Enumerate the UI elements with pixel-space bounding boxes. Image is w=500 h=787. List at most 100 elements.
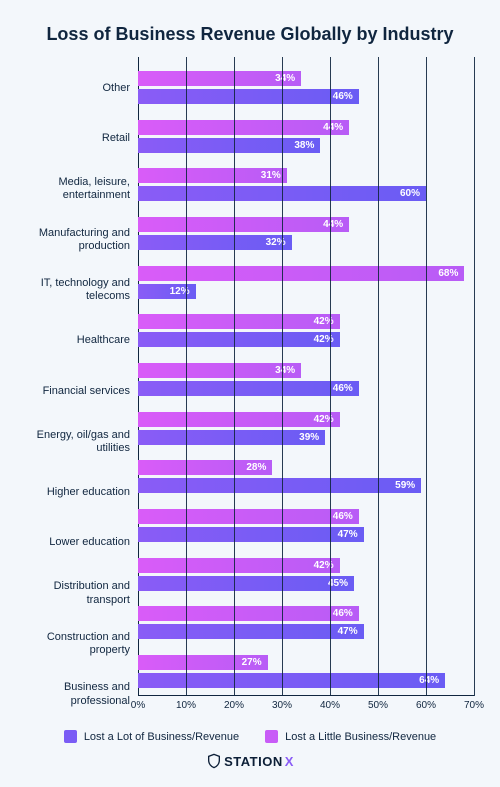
bar-value: 45% [328,578,354,589]
category-label: Other [26,63,138,114]
bar-lot: 38% [138,138,320,153]
bar-little: 34% [138,363,301,378]
bar-little: 27% [138,655,268,670]
gridline [186,57,187,696]
gridline [330,57,331,696]
shield-icon [206,753,222,769]
category-label: Media, leisure, entertainment [26,164,138,215]
bar-lot: 42% [138,332,340,347]
gridline [426,57,427,696]
bar-value: 68% [438,268,464,279]
bar-value: 47% [338,529,364,540]
category-label: Energy, oil/gas and utilities [26,417,138,468]
bar-row: 28% 59% [138,453,474,502]
bar-row: 46% 47% [138,501,474,550]
bar-value: 44% [323,122,349,133]
bar-little: 46% [138,509,359,524]
bar-value: 28% [246,462,272,473]
gridline [234,57,235,696]
bar-value: 64% [419,675,445,686]
bar-row: 34% 46% [138,355,474,404]
legend-label-little: Lost a Little Business/Revenue [285,731,436,743]
bar-row: 68% 12% [138,258,474,307]
bar-row: 42% 42% [138,306,474,355]
x-tick-label: 20% [224,700,244,711]
category-label: Retail [26,114,138,165]
category-label: Business and professional [26,669,138,720]
bar-lot: 64% [138,673,445,688]
gridline [378,57,379,696]
bar-lot: 46% [138,89,359,104]
bar-lot: 39% [138,430,325,445]
bar-row: 42% 45% [138,550,474,599]
category-label: Distribution and transport [26,568,138,619]
chart-area: OtherRetailMedia, leisure, entertainment… [26,57,474,720]
chart-title: Loss of Business Revenue Globally by Ind… [26,24,474,45]
category-label: Higher education [26,467,138,518]
legend-swatch-little [265,730,278,743]
legend-item-lot: Lost a Lot of Business/Revenue [64,730,239,743]
gridline [474,57,475,696]
bar-value: 46% [333,91,359,102]
x-tick-label: 70% [464,700,484,711]
bar-value: 27% [242,657,268,668]
bar-value: 60% [400,188,426,199]
bar-row: 46% 47% [138,599,474,648]
bar-value: 42% [314,560,340,571]
category-label: IT, technology and telecoms [26,265,138,316]
bar-row: 34% 46% [138,63,474,112]
bar-value: 59% [395,480,421,491]
x-tick-label: 0% [131,700,145,711]
bar-value: 42% [314,334,340,345]
bar-value: 42% [314,316,340,327]
bar-value: 47% [338,626,364,637]
x-tick-label: 30% [272,700,292,711]
x-tick-label: 50% [368,700,388,711]
bar-value: 39% [299,432,325,443]
legend: Lost a Lot of Business/Revenue Lost a Li… [26,730,474,743]
bar-value: 42% [314,414,340,425]
gridline [282,57,283,696]
bar-little: 44% [138,217,349,232]
bar-little: 28% [138,460,272,475]
bar-value: 46% [333,383,359,394]
bar-little: 31% [138,168,287,183]
bar-value: 46% [333,608,359,619]
bar-value: 32% [266,237,292,248]
bar-lot: 46% [138,381,359,396]
bar-little: 42% [138,558,340,573]
bar-row: 44%38% [138,112,474,161]
bars-container: 34%46%44%38%31%60%44%32%68%12%42%42%34%4… [138,63,474,696]
bar-value: 44% [323,219,349,230]
bar-little: 42% [138,314,340,329]
category-label: Manufacturing and production [26,215,138,266]
category-label: Financial services [26,366,138,417]
plot-area: 34%46%44%38%31%60%44%32%68%12%42%42%34%4… [138,57,474,720]
legend-label-lot: Lost a Lot of Business/Revenue [84,731,239,743]
bar-row: 44% 32% [138,209,474,258]
bar-value: 12% [170,286,196,297]
bar-lot: 32% [138,235,292,250]
legend-swatch-lot [64,730,77,743]
bar-little: 34% [138,71,301,86]
category-label: Healthcare [26,316,138,367]
x-axis-ticks: 0%10%20%30%40%50%60%70% [138,696,474,720]
brand-text-b: X [285,754,294,769]
bar-row: 27% 64% [138,647,474,696]
bar-little: 46% [138,606,359,621]
legend-item-little: Lost a Little Business/Revenue [265,730,436,743]
bar-value: 34% [275,365,301,376]
x-tick-label: 60% [416,700,436,711]
bar-row: 42% 39% [138,404,474,453]
category-label: Construction and property [26,619,138,670]
bar-lot: 45% [138,576,354,591]
category-label: Lower education [26,518,138,569]
brand-text-a: STATION [224,754,283,769]
y-axis-labels: OtherRetailMedia, leisure, entertainment… [26,57,138,720]
bar-value: 46% [333,511,359,522]
x-tick-label: 10% [176,700,196,711]
bar-little: 44% [138,120,349,135]
bar-row: 31% 60% [138,160,474,209]
bar-value: 38% [294,140,320,151]
x-tick-label: 40% [320,700,340,711]
